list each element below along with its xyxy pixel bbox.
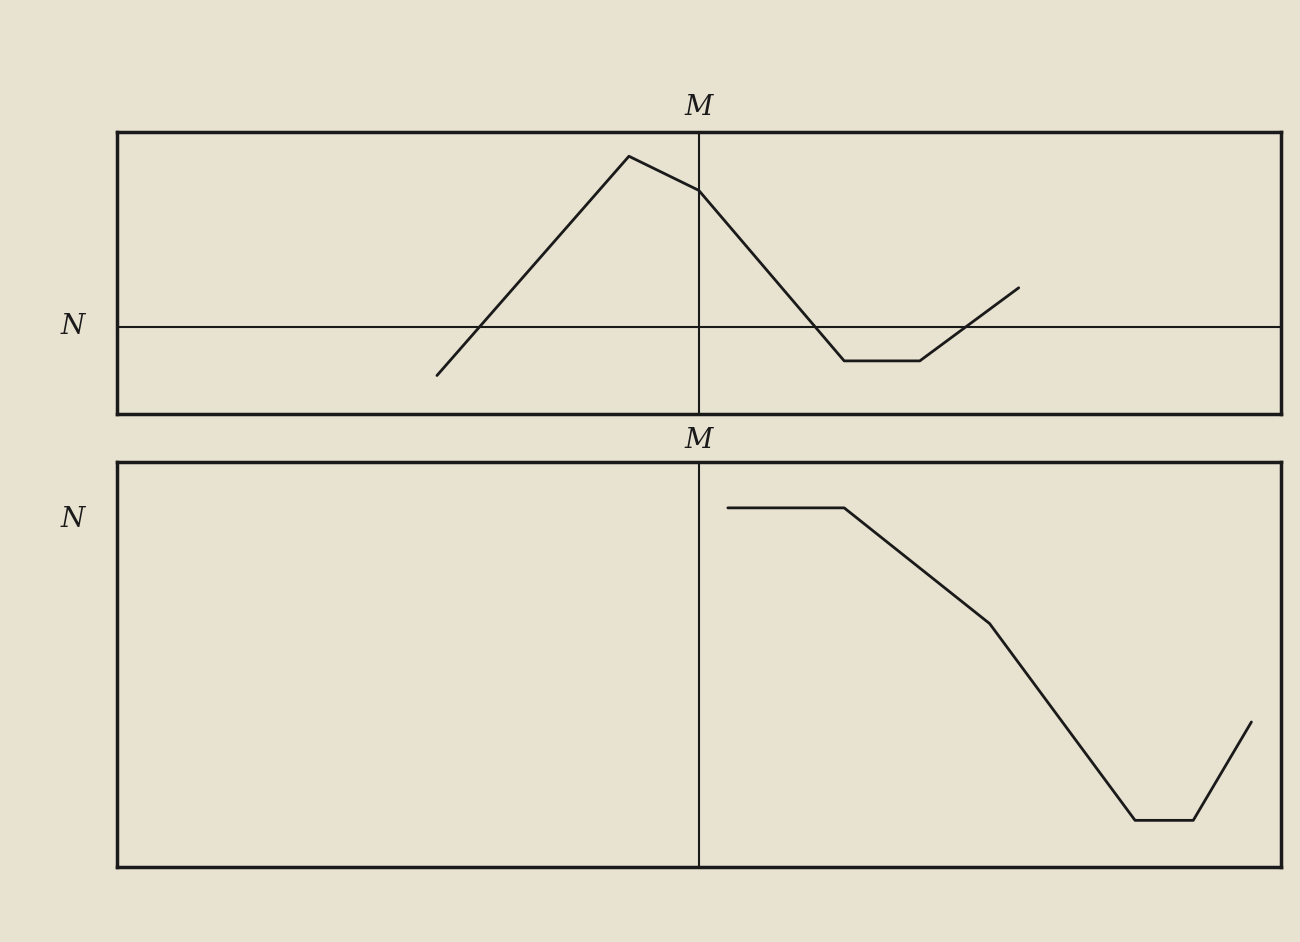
- Text: M: M: [685, 427, 712, 454]
- Text: M: M: [685, 93, 712, 121]
- Text: N: N: [60, 314, 84, 340]
- Text: N: N: [60, 506, 84, 533]
